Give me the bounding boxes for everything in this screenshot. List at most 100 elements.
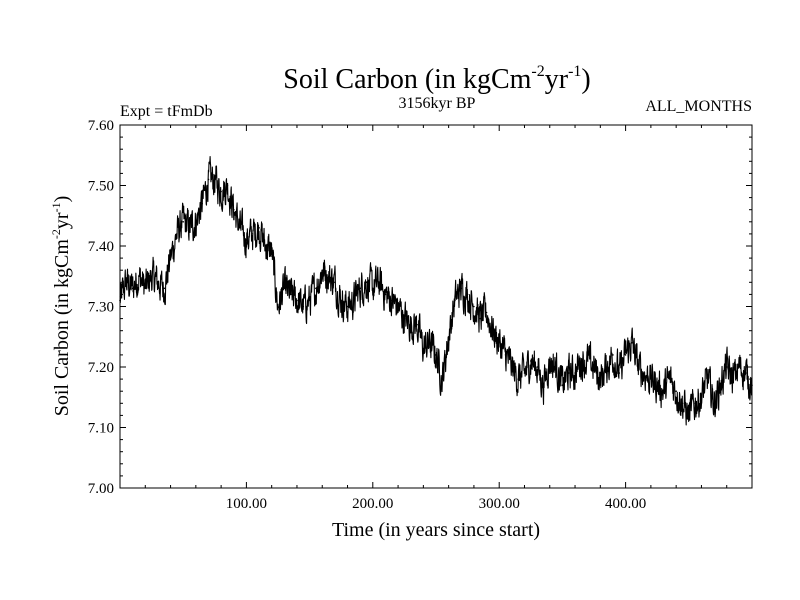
series-data-point bbox=[498, 342, 501, 344]
chart-subtitle: 3156kyr BP bbox=[399, 95, 476, 112]
series-data-point bbox=[441, 378, 444, 380]
series-data-point bbox=[239, 227, 241, 229]
series-data-point bbox=[700, 396, 703, 399]
y-axis-label: Soil Carbon (in kgCm-2yr-1) bbox=[49, 196, 73, 417]
x-axis-label: Time (in years since start) bbox=[332, 519, 540, 541]
series-data-point bbox=[201, 202, 203, 205]
series-data-point bbox=[517, 378, 519, 380]
series-data-point bbox=[397, 305, 399, 308]
series-data-point bbox=[548, 360, 551, 362]
period-label: ALL_MONTHS bbox=[645, 98, 752, 115]
series-data-point bbox=[618, 372, 621, 374]
x-tick-label: 400.00 bbox=[605, 496, 646, 512]
series-data-point bbox=[460, 287, 463, 290]
series-data-point bbox=[719, 384, 722, 386]
series-data-point bbox=[378, 281, 380, 284]
series-data-point bbox=[605, 366, 608, 368]
series-data-point bbox=[492, 329, 494, 332]
series-data-point bbox=[744, 372, 747, 374]
series-data-point bbox=[669, 378, 671, 380]
series-data-point bbox=[662, 390, 665, 393]
series-data-point bbox=[169, 257, 172, 259]
y-tick-label: 7.30 bbox=[88, 300, 114, 316]
series-data-point bbox=[681, 402, 684, 405]
series-data-point bbox=[214, 178, 216, 181]
series-data-point bbox=[232, 208, 235, 211]
series-data-point bbox=[530, 360, 532, 362]
series-data-point bbox=[353, 299, 355, 302]
chart-title: Soil Carbon (in kgCm-2yr-1) bbox=[283, 63, 590, 95]
experiment-label: Expt = tFmDb bbox=[120, 103, 213, 120]
series-data-point bbox=[738, 366, 741, 368]
series-data-point bbox=[561, 384, 564, 386]
series-data-point bbox=[365, 281, 368, 284]
series-data-point bbox=[580, 360, 583, 362]
series-data-point bbox=[479, 317, 482, 320]
series-data-point bbox=[454, 299, 456, 302]
x-tick-label: 100.00 bbox=[226, 496, 267, 512]
series-data-point bbox=[144, 287, 147, 290]
series-data-point bbox=[732, 378, 734, 380]
series-data-point bbox=[688, 414, 690, 417]
series-data-point bbox=[713, 402, 715, 405]
soil-carbon-series-line bbox=[119, 156, 753, 426]
series-data-point bbox=[650, 378, 652, 380]
series-data-point bbox=[409, 323, 412, 326]
series-data-point bbox=[567, 372, 570, 374]
series-data-point bbox=[504, 354, 507, 356]
x-tick-label: 300.00 bbox=[479, 496, 520, 512]
series-data-point bbox=[289, 293, 292, 296]
series-data-point bbox=[226, 184, 229, 187]
series-data-point bbox=[188, 227, 191, 229]
series-data-point bbox=[555, 366, 557, 368]
series-data-point bbox=[384, 293, 387, 296]
series-data-point bbox=[264, 245, 267, 247]
series-data-point bbox=[308, 299, 311, 302]
series-data-point bbox=[270, 251, 273, 253]
series-data-point bbox=[302, 305, 305, 308]
y-tick-label: 7.00 bbox=[88, 481, 114, 497]
series-data-point bbox=[150, 275, 153, 278]
series-data-point bbox=[593, 366, 595, 368]
series-data-point bbox=[334, 281, 336, 284]
series-data-point bbox=[485, 311, 488, 314]
series-data-point bbox=[327, 275, 330, 278]
series-data-point bbox=[574, 372, 576, 374]
series-data-point bbox=[656, 384, 658, 386]
series-data-point bbox=[586, 360, 589, 362]
series-data-point bbox=[637, 366, 640, 368]
series-data-point bbox=[258, 227, 260, 229]
series-data-point bbox=[428, 342, 431, 344]
y-tick-label: 7.50 bbox=[88, 179, 114, 195]
series-data-point bbox=[511, 366, 513, 368]
series-data-point bbox=[706, 378, 709, 380]
series-data-point bbox=[283, 287, 286, 290]
series-data-point bbox=[675, 390, 677, 393]
series-data-point bbox=[163, 287, 166, 290]
series-data-point bbox=[207, 178, 210, 181]
series-data-point bbox=[321, 269, 324, 272]
series-data-point bbox=[624, 354, 627, 356]
y-tick-label: 7.60 bbox=[88, 118, 114, 134]
series-data-point bbox=[372, 287, 374, 290]
x-tick-label: 200.00 bbox=[352, 496, 393, 512]
series-data-point bbox=[157, 281, 159, 284]
series-data-point bbox=[523, 372, 526, 374]
series-data-point bbox=[694, 402, 696, 405]
series-data-point bbox=[182, 221, 184, 223]
series-data-point bbox=[315, 287, 317, 290]
series-data-point bbox=[447, 335, 450, 338]
y-tick-label: 7.10 bbox=[88, 421, 114, 437]
series-layer bbox=[119, 156, 753, 426]
series-data-point bbox=[643, 372, 646, 374]
series-data-point bbox=[416, 323, 418, 326]
series-data-point bbox=[277, 305, 279, 308]
x-axis: 100.00 200.00 300.00 400.00 bbox=[144, 125, 728, 512]
series-data-point bbox=[340, 299, 343, 302]
series-data-point bbox=[119, 299, 121, 302]
series-data-point bbox=[125, 281, 128, 284]
series-data-point bbox=[251, 233, 254, 235]
series-data-point bbox=[725, 366, 728, 368]
series-data-point bbox=[473, 305, 475, 308]
